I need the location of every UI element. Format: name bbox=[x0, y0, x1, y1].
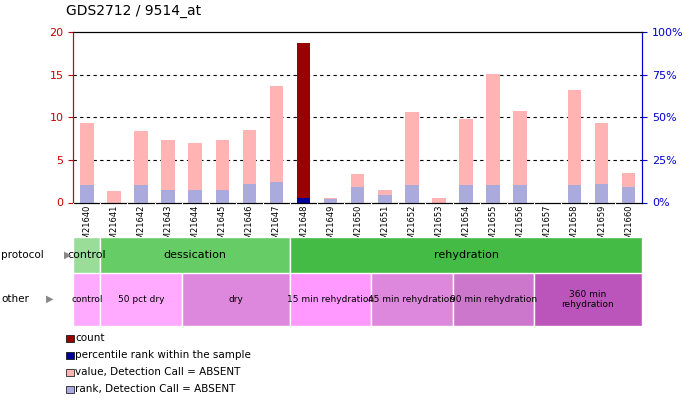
Text: count: count bbox=[75, 333, 105, 343]
Text: GSM21653: GSM21653 bbox=[434, 204, 443, 250]
Text: other: other bbox=[1, 294, 29, 304]
Bar bbox=[567, 90, 581, 202]
Bar bbox=[371, 273, 452, 326]
Bar bbox=[324, 198, 337, 202]
Text: GSM21654: GSM21654 bbox=[461, 204, 470, 249]
Text: GSM21658: GSM21658 bbox=[570, 204, 579, 250]
Text: GSM21641: GSM21641 bbox=[110, 204, 119, 249]
Text: GSM21656: GSM21656 bbox=[516, 204, 525, 250]
Bar bbox=[534, 273, 642, 326]
Bar bbox=[622, 187, 635, 202]
Text: rank, Detection Call = ABSENT: rank, Detection Call = ABSENT bbox=[75, 384, 235, 394]
Text: GSM21640: GSM21640 bbox=[82, 204, 91, 249]
Bar bbox=[405, 112, 419, 202]
Text: dessication: dessication bbox=[164, 250, 227, 260]
Bar bbox=[73, 237, 101, 273]
Bar bbox=[216, 190, 229, 202]
Text: GSM21642: GSM21642 bbox=[137, 204, 145, 249]
Bar bbox=[161, 190, 175, 202]
Bar bbox=[459, 185, 473, 202]
Bar bbox=[80, 123, 94, 202]
Bar bbox=[297, 198, 311, 202]
Bar bbox=[595, 123, 608, 202]
Bar bbox=[432, 198, 446, 202]
Bar bbox=[80, 185, 94, 202]
Bar bbox=[101, 237, 290, 273]
Bar bbox=[297, 43, 311, 202]
Text: GSM21644: GSM21644 bbox=[191, 204, 200, 249]
Bar bbox=[181, 273, 290, 326]
Bar bbox=[243, 130, 256, 202]
Text: GSM21646: GSM21646 bbox=[245, 204, 254, 250]
Bar bbox=[351, 187, 364, 202]
Text: 45 min rehydration: 45 min rehydration bbox=[369, 295, 455, 304]
Bar bbox=[216, 140, 229, 202]
Bar bbox=[161, 140, 175, 202]
Bar bbox=[290, 237, 642, 273]
Bar bbox=[487, 185, 500, 202]
Bar bbox=[269, 182, 283, 202]
Bar bbox=[514, 185, 527, 202]
Bar bbox=[459, 119, 473, 202]
Bar bbox=[452, 273, 534, 326]
Bar bbox=[351, 174, 364, 202]
Text: GDS2712 / 9514_at: GDS2712 / 9514_at bbox=[66, 4, 202, 18]
Bar bbox=[487, 74, 500, 202]
Bar bbox=[567, 185, 581, 202]
Bar bbox=[595, 184, 608, 202]
Text: GSM21645: GSM21645 bbox=[218, 204, 227, 249]
Text: GSM21660: GSM21660 bbox=[624, 204, 633, 250]
Text: GSM21651: GSM21651 bbox=[380, 204, 389, 249]
Text: GSM21655: GSM21655 bbox=[489, 204, 498, 249]
Text: rehydration: rehydration bbox=[433, 250, 498, 260]
Text: GSM21648: GSM21648 bbox=[299, 204, 308, 250]
Text: GSM21652: GSM21652 bbox=[408, 204, 417, 249]
Bar bbox=[188, 190, 202, 202]
Bar bbox=[324, 199, 337, 202]
Text: dry: dry bbox=[228, 295, 244, 304]
Bar bbox=[378, 195, 392, 202]
Bar bbox=[134, 185, 148, 202]
Text: value, Detection Call = ABSENT: value, Detection Call = ABSENT bbox=[75, 367, 241, 377]
Text: percentile rank within the sample: percentile rank within the sample bbox=[75, 350, 251, 360]
Bar bbox=[73, 273, 101, 326]
Bar bbox=[622, 173, 635, 202]
Bar bbox=[378, 190, 392, 202]
Bar bbox=[101, 273, 181, 326]
Text: ▶: ▶ bbox=[64, 250, 72, 260]
Text: GSM21647: GSM21647 bbox=[272, 204, 281, 250]
Text: 360 min
rehydration: 360 min rehydration bbox=[562, 290, 614, 309]
Text: ▶: ▶ bbox=[46, 294, 54, 304]
Bar bbox=[243, 184, 256, 202]
Text: 50 pct dry: 50 pct dry bbox=[118, 295, 164, 304]
Bar bbox=[405, 185, 419, 202]
Text: GSM21650: GSM21650 bbox=[353, 204, 362, 249]
Bar bbox=[107, 191, 121, 202]
Bar bbox=[188, 143, 202, 202]
Text: 90 min rehydration: 90 min rehydration bbox=[450, 295, 537, 304]
Text: 15 min rehydration: 15 min rehydration bbox=[287, 295, 374, 304]
Text: control: control bbox=[68, 250, 106, 260]
Text: GSM21649: GSM21649 bbox=[326, 204, 335, 249]
Bar bbox=[134, 131, 148, 202]
Text: GSM21643: GSM21643 bbox=[163, 204, 172, 250]
Bar bbox=[290, 273, 371, 326]
Bar bbox=[269, 86, 283, 202]
Bar bbox=[514, 111, 527, 202]
Text: GSM21659: GSM21659 bbox=[597, 204, 606, 249]
Text: GSM21657: GSM21657 bbox=[543, 204, 552, 250]
Text: protocol: protocol bbox=[1, 250, 44, 260]
Text: control: control bbox=[71, 295, 103, 304]
